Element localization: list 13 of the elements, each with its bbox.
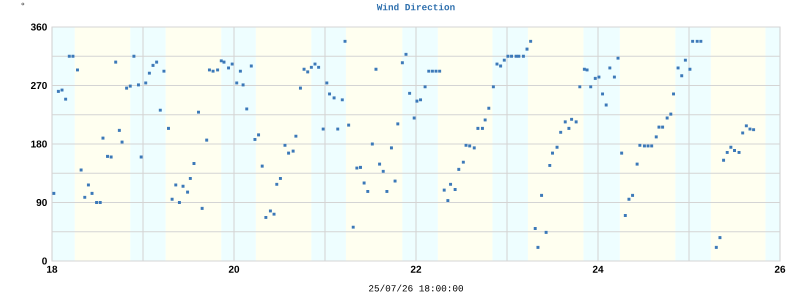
x-tick-label: 18	[47, 266, 58, 273]
x-axis-title: 25/07/26 18:00:00	[369, 284, 464, 292]
chart-title: Wind Direction	[376, 3, 455, 10]
x-tick-label: 20	[228, 266, 240, 273]
y-axis-title: °	[22, 2, 24, 6]
x-tick-label: 24	[592, 266, 604, 273]
y-tick-label: 360	[30, 23, 47, 31]
y-tick-label: 0	[42, 257, 47, 265]
y-tick-label: 270	[30, 82, 47, 90]
y-tick-label: 90	[36, 198, 47, 206]
y-tick-label: 180	[31, 140, 47, 148]
x-tick-label: 22	[410, 266, 422, 273]
x-tick-label: 26	[774, 266, 786, 273]
